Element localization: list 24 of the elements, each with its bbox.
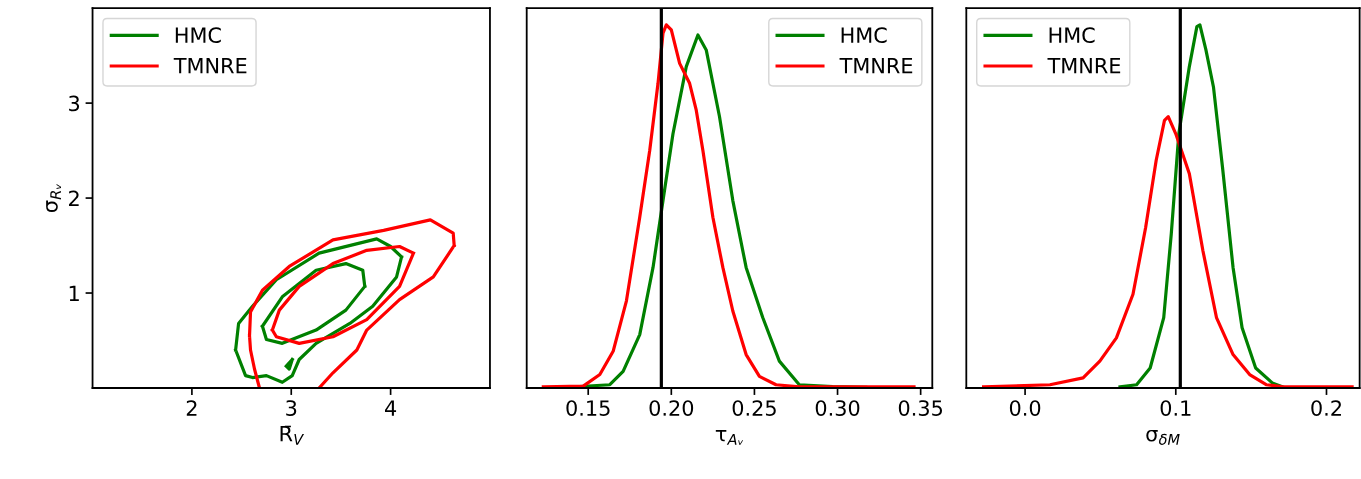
x-tick-label: 2	[186, 400, 197, 416]
y-tick-label: 2	[69, 190, 79, 206]
x-axis-title: σ$_{δM}$	[1146, 429, 1180, 445]
x-tick-label: 0.0	[1009, 400, 1041, 416]
legend-label: HMC	[1049, 27, 1095, 44]
x-tick-label: 0.1	[1160, 400, 1191, 416]
x-tick-label: 0.35	[898, 400, 943, 416]
legend-label: TMNRE	[173, 58, 247, 74]
legend-label: TMNRE	[839, 58, 913, 74]
x-tick-label: 0.25	[732, 400, 776, 416]
y-tick-label: 1	[69, 285, 79, 301]
y-tick-label: 3	[69, 95, 80, 112]
x-tick-label: 3	[286, 400, 297, 416]
legend-label: HMC	[841, 27, 887, 44]
legend-label: HMC	[175, 27, 221, 44]
x-tick-label: 0.20	[649, 400, 694, 416]
x-tick-label: 0.2	[1311, 400, 1341, 416]
x-axis-title: R̄$_{V}$	[280, 425, 305, 445]
y-axis-title: σ$_{Rᵥ}$	[46, 184, 62, 213]
legend-label: TMNRE	[1047, 58, 1121, 74]
x-tick-label: 4	[385, 400, 397, 416]
x-axis-title: τ$_{Aᵥ}$	[715, 429, 744, 445]
x-tick-label: 0.30	[815, 400, 860, 416]
x-tick-label: 0.15	[566, 400, 610, 416]
